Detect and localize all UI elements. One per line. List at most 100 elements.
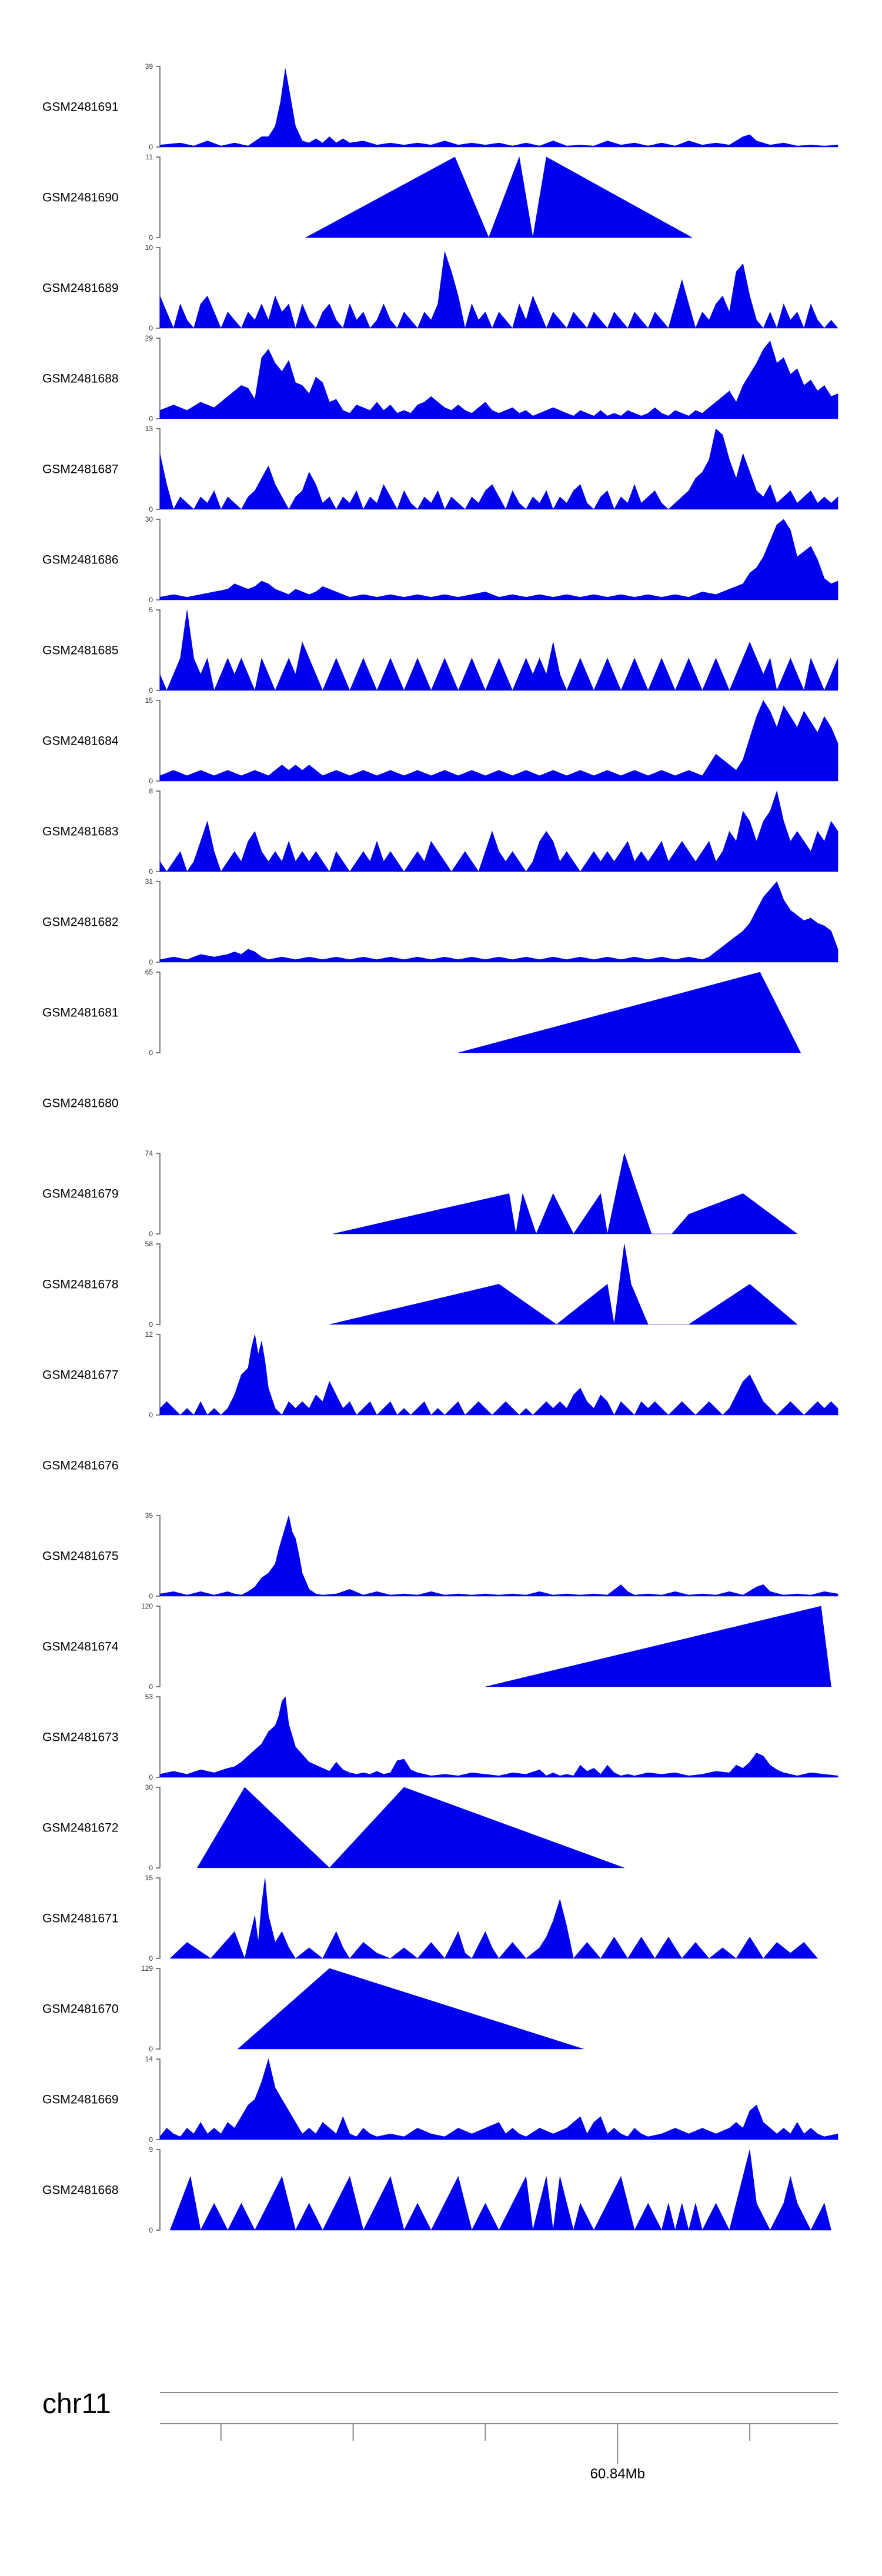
y-tick-max: 12 (145, 1330, 153, 1339)
y-axis (156, 790, 161, 872)
y-tick-zero: 0 (149, 1773, 153, 1781)
y-axis (156, 2149, 161, 2231)
y-tick-zero: 0 (149, 233, 153, 242)
y-tick-zero: 0 (149, 1230, 153, 1238)
track-label: GSM2481688 (42, 372, 119, 386)
coverage-area (169, 1877, 818, 1960)
y-tick-zero: 0 (149, 958, 153, 966)
track-GSM2481679: GSM2481679 74 0 (42, 1149, 798, 1238)
y-axis (156, 2058, 161, 2140)
coverage-area (159, 341, 838, 419)
y-axis (156, 1243, 161, 1325)
y-tick-zero: 0 (149, 1683, 153, 1691)
coverage-area (159, 609, 838, 692)
coverage-area (159, 428, 838, 510)
y-tick-max: 74 (145, 1149, 153, 1157)
track-label: GSM2481668 (42, 2184, 119, 2197)
track-GSM2481689: GSM2481689 10 0 (42, 243, 838, 332)
y-tick-max: 11 (146, 153, 153, 161)
y-tick-zero: 0 (149, 686, 153, 695)
y-tick-zero: 0 (149, 596, 153, 604)
y-tick-zero: 0 (149, 2135, 153, 2144)
track-label: GSM2481677 (42, 1369, 119, 1382)
y-tick-max: 53 (145, 1693, 153, 1701)
y-tick-max: 29 (145, 334, 153, 342)
track-label: GSM2481681 (42, 1006, 119, 1020)
y-axis (156, 247, 161, 329)
track-label: GSM2481670 (42, 2003, 119, 2016)
track-label: GSM2481682 (42, 916, 119, 929)
track-GSM2481671: GSM2481671 15 0 (42, 1874, 818, 1963)
y-tick-max: 8 (149, 787, 153, 795)
y-tick-max: 9 (149, 2145, 153, 2154)
y-tick-zero: 0 (149, 2226, 153, 2234)
y-axis (156, 1153, 161, 1234)
track-GSM2481674: GSM2481674 120 0 (42, 1602, 831, 1691)
track-label: GSM2481686 (42, 553, 119, 567)
y-axis (156, 1877, 161, 1959)
y-axis (156, 156, 161, 238)
coverage-area (329, 1243, 798, 1325)
y-tick-zero: 0 (149, 867, 153, 876)
track-GSM2481675: GSM2481675 35 0 (42, 1511, 838, 1600)
coordinate-label: 60.84Mb (590, 2466, 645, 2482)
track-label: GSM2481671 (42, 1912, 119, 1926)
y-tick-max: 129 (141, 1964, 153, 1973)
y-axis (156, 1334, 161, 1416)
coverage-area (159, 1696, 838, 1778)
track-label: GSM2481673 (42, 1731, 119, 1744)
y-axis (156, 609, 161, 691)
track-label: GSM2481678 (42, 1278, 119, 1292)
track-GSM2481680: GSM2481680 (42, 1097, 119, 1110)
track-GSM2481678: GSM2481678 58 0 (42, 1240, 798, 1329)
track-label: GSM2481680 (42, 1097, 119, 1110)
coverage-area (159, 2058, 838, 2140)
y-tick-max: 39 (145, 62, 153, 71)
y-axis (156, 881, 161, 963)
y-tick-zero: 0 (149, 2045, 153, 2053)
y-axis (156, 1515, 161, 1597)
track-label: GSM2481684 (42, 735, 119, 748)
y-tick-max: 35 (145, 1511, 153, 1520)
track-GSM2481684: GSM2481684 15 0 (42, 696, 838, 785)
y-axis (156, 1606, 161, 1687)
track-label: GSM2481690 (42, 191, 119, 205)
y-tick-zero: 0 (149, 1592, 153, 1600)
track-label: GSM2481689 (42, 282, 119, 295)
track-label: GSM2481672 (42, 1821, 119, 1835)
y-tick-max: 31 (145, 877, 153, 886)
track-GSM2481681: GSM2481681 65 0 (42, 968, 801, 1057)
y-axis (156, 972, 161, 1053)
y-axis (156, 700, 161, 782)
y-tick-max: 120 (141, 1602, 153, 1610)
coverage-area (237, 1968, 584, 2050)
track-GSM2481690: GSM2481690 11 0 (42, 153, 693, 242)
y-tick-max: 30 (145, 515, 153, 523)
coverage-area (159, 519, 838, 600)
coverage-area (485, 1606, 831, 1687)
y-tick-zero: 0 (149, 1320, 153, 1329)
y-tick-zero: 0 (149, 143, 153, 151)
y-tick-zero: 0 (149, 777, 153, 785)
track-label: GSM2481691 (42, 101, 119, 114)
coverage-area (196, 1787, 624, 1868)
y-tick-max: 65 (145, 968, 153, 976)
y-axis (156, 1968, 161, 2050)
y-axis (156, 66, 161, 148)
track-label: GSM2481679 (42, 1187, 119, 1201)
y-axis (156, 428, 161, 510)
track-label: GSM2481687 (42, 463, 119, 476)
y-tick-max: 10 (145, 243, 153, 252)
track-label: GSM2481675 (42, 1550, 119, 1563)
y-axis (156, 338, 161, 419)
y-tick-zero: 0 (149, 1049, 153, 1057)
track-GSM2481691: GSM2481691 39 0 (42, 62, 838, 151)
coverage-area (458, 972, 801, 1053)
track-GSM2481687: GSM2481687 13 0 (42, 425, 838, 513)
track-GSM2481669: GSM2481669 14 0 (42, 2055, 838, 2144)
track-GSM2481668: GSM2481668 9 0 (42, 2145, 831, 2234)
track-label: GSM2481676 (42, 1459, 119, 1473)
track-GSM2481682: GSM2481682 31 0 (42, 877, 838, 966)
y-tick-max: 15 (145, 696, 153, 705)
